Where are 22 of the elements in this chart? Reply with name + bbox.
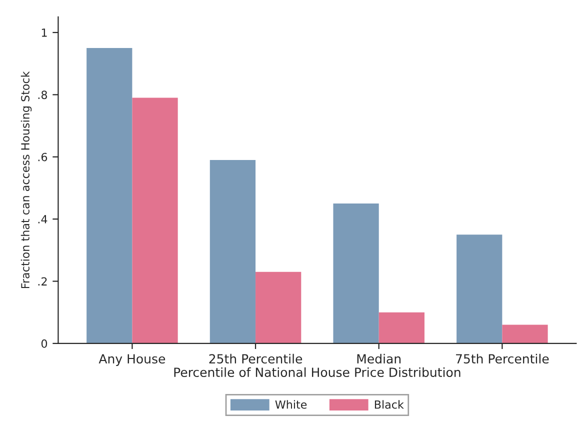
bar [256,272,302,344]
x-tick-label: Median [357,354,401,364]
bar [333,204,379,344]
bar [132,98,178,344]
y-tick-label: .4 [38,215,48,224]
y-axis-title: Fraction that can access Housing Stock [20,71,32,288]
x-tick-label: Any House [98,354,166,366]
legend-label: White [275,400,307,409]
x-tick-label: 75th Percentile [456,354,549,364]
x-axis-title: Percentile of National House Price Distribution [174,367,460,378]
bar [378,312,424,344]
y-tick-label: .6 [38,152,48,162]
bar [210,160,256,344]
bar [86,48,132,344]
bar [456,234,502,344]
y-tick-label: .8 [38,90,48,100]
x-tick-label: 25th Percentile [209,354,302,364]
legend-label: Black [374,400,404,409]
bar [502,324,548,344]
y-tick-label: .2 [38,277,47,286]
y-tick-label: 1 [42,28,47,37]
y-tick-label: 0 [41,339,48,348]
